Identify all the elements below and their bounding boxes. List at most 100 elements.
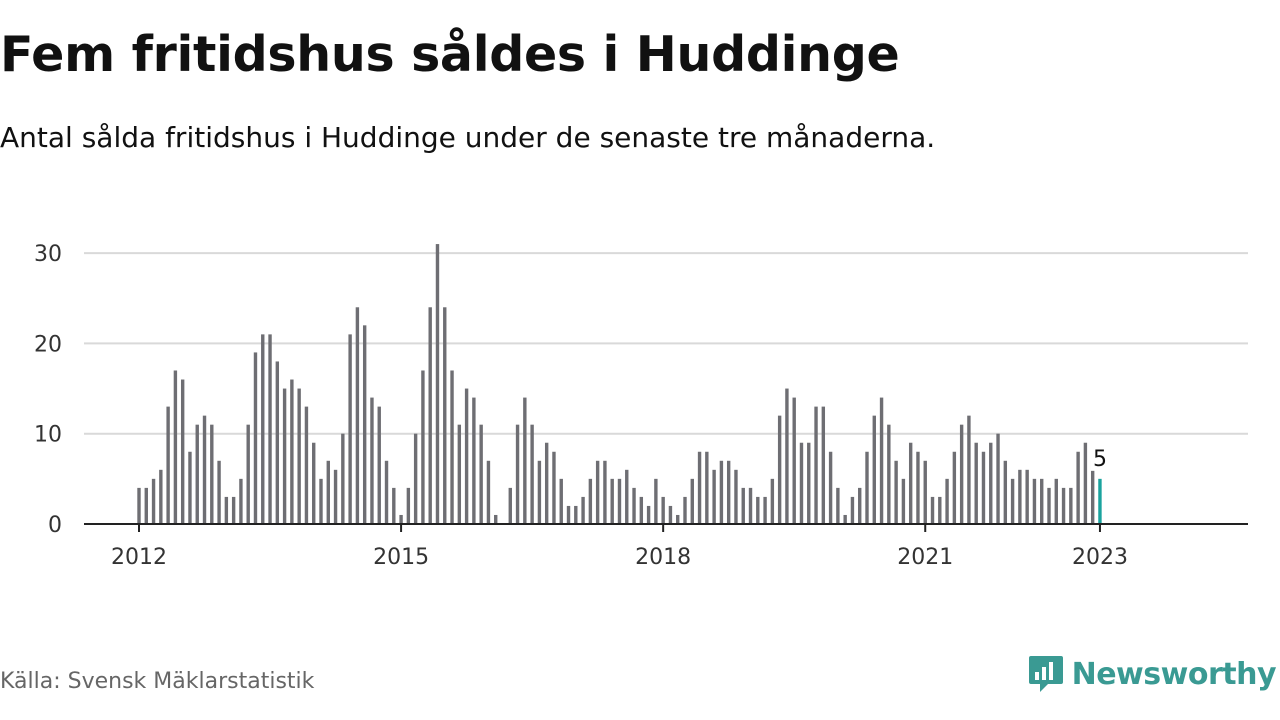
bar [173,370,178,524]
bar [428,307,432,524]
bar [574,505,578,524]
bar [1076,451,1080,524]
bar [377,406,381,524]
bar [566,505,571,524]
bar [544,442,549,524]
bar [603,460,607,524]
bar [508,487,512,524]
bar [275,361,280,524]
bar [646,505,651,524]
bar [632,487,636,524]
bar [486,460,491,524]
bar [1090,460,1095,524]
gridlines [84,252,1248,435]
y-tick-label: 10 [34,423,62,448]
y-tick-label: 30 [34,242,62,267]
bar [464,388,469,524]
bar [908,442,913,524]
bar [807,442,811,524]
newsworthy-logo-icon [1028,656,1063,692]
bar [472,397,476,524]
bar [261,334,265,524]
bar [239,478,243,524]
bar [625,469,629,524]
bar [282,388,287,524]
bar [683,496,687,524]
bar [188,451,192,524]
data-label: 5 [1093,447,1107,472]
bar [151,478,156,524]
bar [981,451,986,524]
bar [304,406,309,524]
bar [639,496,644,524]
bar [268,334,272,524]
bar [479,424,483,524]
bar [938,496,942,524]
bar [952,451,957,524]
bar-chart: 0 10 20 30 2012 2015 2018 2021 2023 5 [34,242,1248,570]
bar [333,469,338,524]
bar-highlight [1098,478,1102,524]
bar [843,514,847,524]
bars [137,244,1102,524]
bar [494,514,498,524]
source-note: Källa: Svensk Mäklarstatistik [0,669,315,694]
bar [159,469,163,524]
bar [341,433,345,524]
bar [741,487,745,524]
bar [180,379,185,524]
bar [1047,487,1051,524]
bar [916,451,920,524]
data-label-background [1090,444,1109,471]
bar [697,451,702,524]
bar [595,460,600,524]
bar [719,460,724,524]
bar [1054,478,1058,524]
bar [246,424,250,524]
bar [792,397,796,524]
bar [676,514,680,524]
bar [756,496,760,524]
bar [312,442,316,524]
bar [166,406,170,524]
bar [879,397,884,524]
bar [537,460,542,524]
bar [137,487,141,524]
bar [654,478,658,524]
bar [253,352,258,524]
bar [523,397,527,524]
bar [588,478,593,524]
bar [1010,478,1015,524]
bar [421,370,425,524]
bar [945,478,949,524]
data-labels: 5 [1090,444,1109,472]
bar [1025,469,1029,524]
bar [974,442,978,524]
brand-name: Newsworthy [1071,656,1277,692]
page-subtitle: Antal sålda fritidshus i Huddinge under … [0,121,936,154]
bar [836,487,840,524]
bar [399,514,403,524]
bar [777,415,782,524]
brand[interactable]: Newsworthy [1028,654,1277,694]
bar [297,388,301,524]
bar [1018,469,1022,524]
bar [348,334,352,524]
bar [959,424,964,524]
bar [872,415,876,524]
bar [726,460,731,524]
bar [362,325,367,524]
bar [1032,478,1037,524]
bar [370,397,374,524]
bar [1040,478,1044,524]
bar [734,469,738,524]
bar [661,496,665,524]
x-tick-label: 2012 [111,545,167,570]
y-tick-label: 0 [48,513,62,538]
bar [617,478,622,524]
bar [850,496,855,524]
x-tick-label: 2023 [1072,545,1128,570]
x-tick-label: 2015 [373,545,429,570]
bar [930,496,935,524]
bar [457,424,462,524]
